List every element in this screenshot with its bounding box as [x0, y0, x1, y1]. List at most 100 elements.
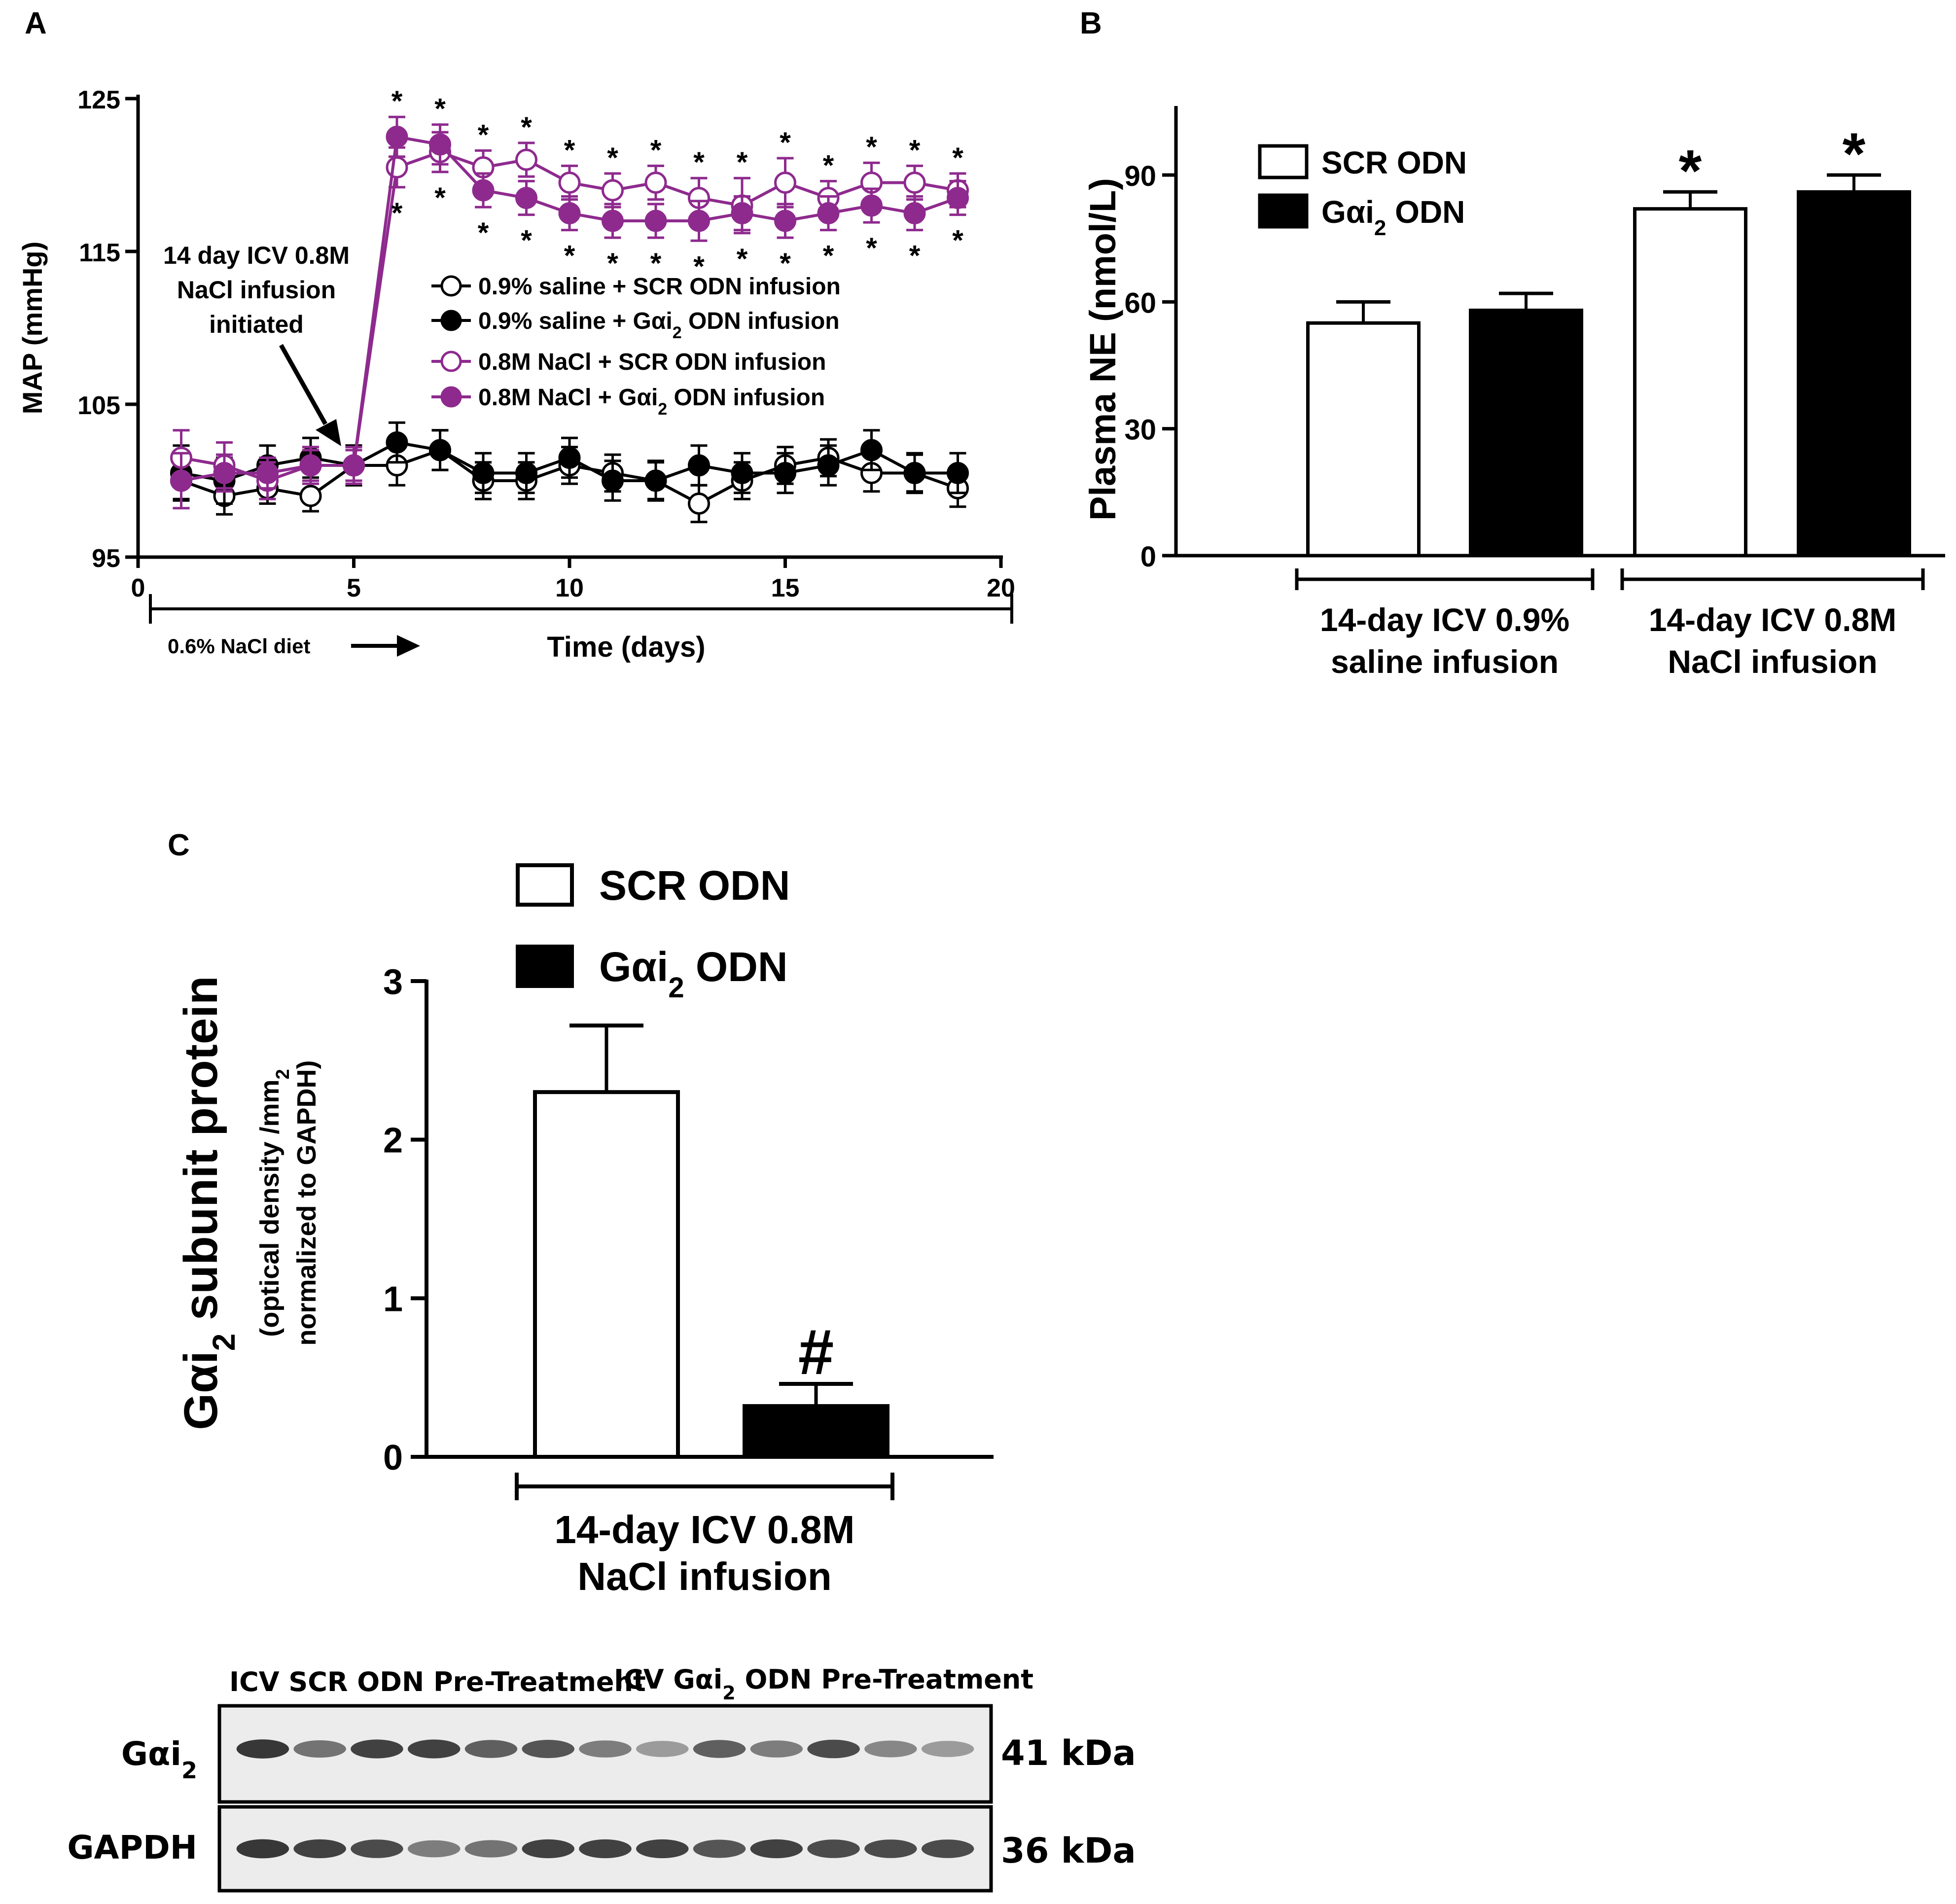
b-group-label: 14-day ICV 0.8M	[1649, 601, 1897, 638]
a-significance-mark: *	[521, 225, 532, 257]
a-significance-mark: *	[478, 119, 489, 151]
a-significance-mark: *	[909, 134, 921, 166]
c-bar	[533, 1090, 680, 1459]
b-y-tick-label: 30	[1124, 414, 1156, 446]
a-legend-marker	[440, 386, 462, 408]
a-annotation-arrowhead	[316, 419, 341, 446]
a-legend-marker	[440, 351, 462, 372]
blot-row-label: Gαi2	[121, 1735, 197, 1784]
blot-band	[407, 1840, 461, 1858]
c-group-label: 14-day ICV 0.8M	[554, 1508, 854, 1551]
a-y-axis-title: MAP (mmHg)	[17, 242, 48, 415]
a-data-point	[688, 454, 710, 477]
a-significance-mark: *	[434, 182, 446, 214]
a-x-tick-label: 0	[131, 574, 145, 602]
b-group-label: NaCl infusion	[1668, 643, 1877, 680]
b-significance-mark: *	[1843, 121, 1866, 187]
b-bar	[1633, 207, 1747, 558]
a-data-point	[947, 187, 969, 209]
a-data-point	[472, 462, 495, 484]
a-data-point	[386, 126, 408, 148]
blot-band	[351, 1739, 403, 1759]
b-bar	[1797, 190, 1911, 558]
blot-kda-label: 41 kDa	[1001, 1733, 1136, 1773]
blot-band	[921, 1741, 974, 1757]
a-data-point	[558, 172, 581, 194]
c-y-axis-title: Gαi2 subunit protein	[175, 976, 242, 1430]
a-data-point	[817, 454, 840, 477]
a-significance-mark: *	[823, 240, 834, 272]
c-legend-label: Gαi2 ODN	[599, 944, 788, 1004]
blot-band	[293, 1839, 346, 1859]
a-data-point	[903, 202, 926, 224]
a-data-point	[429, 439, 451, 461]
a-data-point	[860, 439, 883, 461]
a-data-point	[602, 179, 624, 202]
a-significance-mark: *	[478, 217, 489, 249]
b-y-axis-title: Plasma NE (nmol/L)	[1082, 178, 1123, 521]
blot-band	[864, 1839, 917, 1858]
blot-band	[921, 1839, 974, 1858]
a-data-point	[472, 179, 495, 202]
c-legend-swatch	[516, 945, 574, 988]
a-data-point	[515, 148, 537, 171]
a-significance-mark: *	[952, 142, 963, 174]
chart-c: 0 1 2 3 Gαi2 subunit protein (optical density…	[175, 862, 994, 1598]
a-significance-mark: *	[434, 93, 446, 125]
a-significance-mark: *	[952, 225, 963, 257]
a-annotation-line: 14 day ICV 0.8M	[163, 242, 350, 269]
blot-band	[464, 1740, 518, 1758]
a-x-axis-title: Time (days)	[547, 631, 705, 663]
blot-band	[236, 1839, 289, 1859]
a-significance-mark: *	[823, 149, 834, 181]
a-annotation-line: NaCl infusion	[177, 276, 336, 304]
a-significance-mark: *	[521, 111, 532, 143]
blot-band	[693, 1839, 746, 1858]
c-y-tick-label: 3	[383, 962, 403, 1002]
a-significance-mark: *	[737, 243, 748, 275]
blot-band	[807, 1839, 860, 1858]
c-y-tick-label: 0	[383, 1438, 403, 1478]
a-significance-mark: *	[909, 240, 921, 272]
c-significance-mark: #	[798, 1316, 834, 1388]
a-diet-label: 0.6% NaCl diet	[168, 635, 310, 658]
a-data-point	[644, 172, 667, 194]
a-annotation-arrow	[279, 344, 327, 425]
a-significance-mark: *	[650, 134, 662, 166]
a-x-tick-label: 5	[347, 574, 361, 602]
blot-row-label: GAPDH	[67, 1829, 197, 1867]
panel-b-label: B	[1080, 6, 1102, 40]
a-data-point	[817, 202, 840, 224]
b-y-tick-label: 90	[1124, 160, 1156, 192]
blot-band	[750, 1839, 803, 1859]
a-data-point	[644, 210, 667, 232]
b-significance-mark: *	[1679, 138, 1702, 204]
a-y-tick-label: 125	[77, 86, 120, 114]
a-significance-mark: *	[693, 146, 705, 178]
a-x-tick-label: 10	[555, 574, 584, 602]
panel-a-label: A	[25, 6, 47, 40]
a-data-point	[213, 462, 236, 484]
a-y-tick-label: 95	[92, 544, 120, 573]
blot-band	[351, 1839, 403, 1858]
blot-band	[636, 1741, 689, 1757]
a-data-point	[386, 156, 408, 178]
a-data-point	[515, 462, 537, 484]
b-bar	[1306, 321, 1421, 558]
a-data-point	[558, 447, 581, 469]
b-legend-label: Gαi2 ODN	[1321, 194, 1465, 240]
b-bar	[1469, 308, 1583, 558]
c-y-tick-label: 1	[383, 1279, 403, 1319]
a-legend-label: 0.8M NaCl + SCR ODN infusion	[478, 349, 826, 375]
c-y-axis-subtitle-2: normalized to GAPDH)	[292, 1060, 321, 1345]
a-significance-mark: *	[866, 232, 877, 264]
blot-band	[636, 1839, 689, 1859]
blot-frame	[217, 1704, 993, 1804]
a-data-point	[903, 172, 926, 194]
blot-header-left: ICV SCR ODN Pre-Treatment	[229, 1666, 646, 1697]
a-data-point	[343, 454, 365, 477]
a-y-tick-label: 105	[77, 391, 120, 420]
a-legend-label: 0.9% saline + SCR ODN infusion	[478, 274, 841, 300]
